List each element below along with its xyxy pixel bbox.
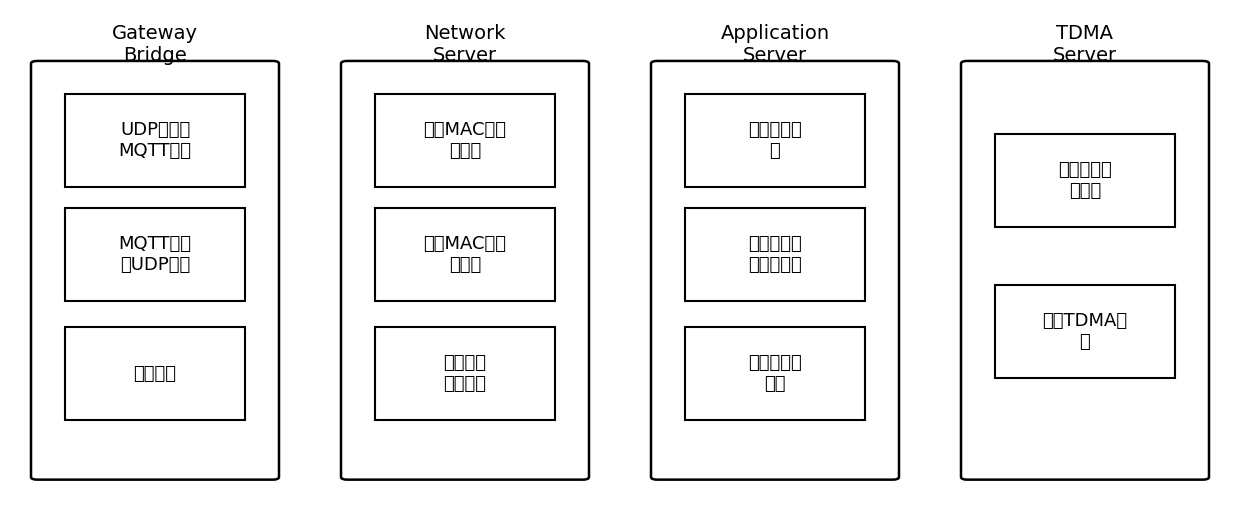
Text: Network
Server: Network Server — [424, 24, 506, 65]
Text: 处理入网请
求: 处理入网请 求 — [748, 121, 802, 160]
Text: 处理网关
状态信息: 处理网关 状态信息 — [444, 354, 486, 393]
Text: 配置网关: 配置网关 — [134, 365, 176, 383]
Text: 处理MAC层上
行数据: 处理MAC层上 行数据 — [424, 121, 506, 160]
Bar — [684, 208, 866, 301]
Text: Gateway
Bridge: Gateway Bridge — [112, 24, 198, 65]
Text: UDP数据转
MQTT数据: UDP数据转 MQTT数据 — [119, 121, 191, 160]
Text: 加密与解密
应用层数据: 加密与解密 应用层数据 — [748, 235, 802, 274]
Bar — [374, 328, 556, 420]
Bar — [374, 94, 556, 187]
Text: 发送MAC层下
行数据: 发送MAC层下 行数据 — [424, 235, 506, 274]
Bar — [374, 208, 556, 301]
Bar — [684, 328, 866, 420]
Bar — [66, 94, 246, 187]
FancyBboxPatch shape — [961, 61, 1209, 480]
Text: 存储应用层
数据: 存储应用层 数据 — [748, 354, 802, 393]
FancyBboxPatch shape — [651, 61, 899, 480]
Bar — [684, 94, 866, 187]
Bar — [66, 208, 246, 301]
FancyBboxPatch shape — [341, 61, 589, 480]
Text: TDMA
Server: TDMA Server — [1053, 24, 1117, 65]
Text: Application
Server: Application Server — [720, 24, 830, 65]
FancyBboxPatch shape — [31, 61, 279, 480]
Text: 统计TDMA信
息: 统计TDMA信 息 — [1043, 312, 1127, 351]
Bar — [994, 134, 1176, 227]
Text: MQTT数据
转UDP数据: MQTT数据 转UDP数据 — [119, 235, 191, 274]
Text: 调度多播数
据发送: 调度多播数 据发送 — [1058, 161, 1112, 200]
Bar — [66, 328, 246, 420]
Bar — [994, 285, 1176, 377]
